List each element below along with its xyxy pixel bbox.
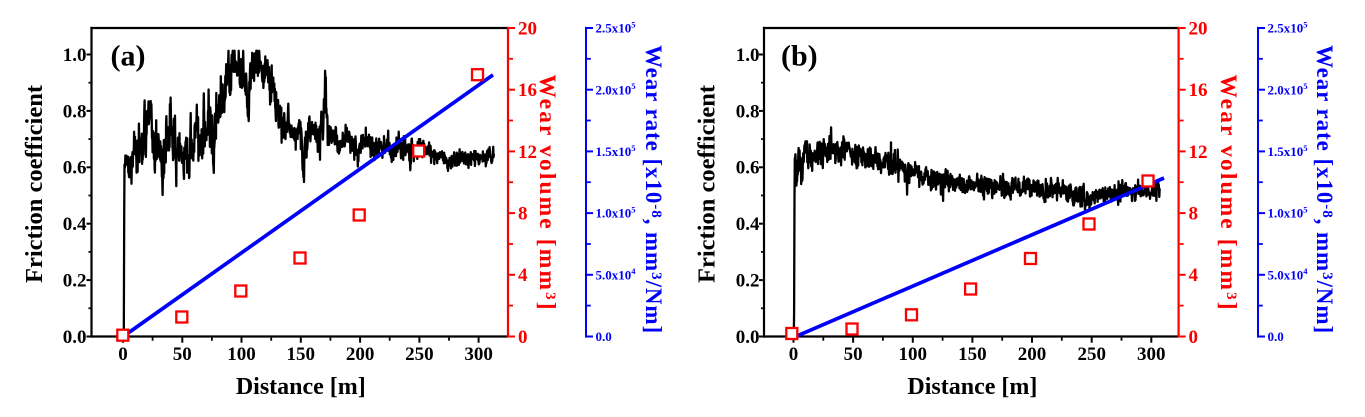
svg-text:Distance [m]: Distance [m] [907, 374, 1037, 400]
svg-text:8: 8 [1189, 204, 1199, 225]
svg-text:5.0x104: 5.0x104 [1268, 266, 1309, 282]
svg-text:1.0: 1.0 [63, 45, 87, 66]
svg-text:Wear rate [x10-8, mm3/Nm]: Wear rate [x10-8, mm3/Nm] [1312, 45, 1337, 334]
svg-text:0.0: 0.0 [596, 329, 612, 344]
svg-text:(b): (b) [781, 39, 818, 72]
svg-text:0.0: 0.0 [1268, 329, 1284, 344]
svg-text:200: 200 [346, 344, 375, 365]
svg-text:0.4: 0.4 [63, 214, 87, 235]
svg-text:150: 150 [287, 344, 316, 365]
svg-text:8: 8 [518, 204, 528, 225]
svg-text:0.2: 0.2 [736, 271, 760, 292]
svg-text:20: 20 [1189, 18, 1208, 39]
svg-text:1.0: 1.0 [736, 45, 760, 66]
svg-text:2.5x105: 2.5x105 [596, 19, 636, 35]
svg-text:Friction coefficient: Friction coefficient [694, 84, 721, 283]
svg-text:100: 100 [227, 344, 256, 365]
svg-text:100: 100 [899, 344, 928, 365]
svg-text:0.2: 0.2 [63, 271, 87, 292]
svg-text:0: 0 [518, 327, 528, 348]
svg-text:Wear volume [mm3]: Wear volume [mm3] [1215, 74, 1241, 311]
svg-text:Friction coefficient: Friction coefficient [21, 84, 48, 283]
svg-text:Wear volume [mm3]: Wear volume [mm3] [534, 74, 560, 311]
svg-text:300: 300 [1137, 344, 1166, 365]
svg-text:150: 150 [958, 344, 987, 365]
svg-text:12: 12 [1189, 142, 1208, 163]
svg-text:Wear rate [x10-8, mm3/Nm]: Wear rate [x10-8, mm3/Nm] [641, 45, 666, 334]
svg-text:16: 16 [518, 80, 537, 101]
svg-text:250: 250 [405, 344, 434, 365]
svg-text:0.0: 0.0 [736, 327, 760, 348]
svg-text:16: 16 [1189, 80, 1208, 101]
svg-text:2.0x105: 2.0x105 [596, 81, 636, 97]
svg-text:1.5x105: 1.5x105 [1268, 143, 1308, 159]
svg-text:0: 0 [1189, 327, 1199, 348]
svg-text:0.6: 0.6 [736, 158, 760, 179]
svg-text:50: 50 [173, 344, 192, 365]
svg-text:0.8: 0.8 [63, 101, 87, 122]
svg-text:0.8: 0.8 [736, 101, 760, 122]
svg-text:2.5x105: 2.5x105 [1268, 19, 1308, 35]
svg-text:1.0x105: 1.0x105 [1268, 205, 1308, 221]
svg-text:12: 12 [518, 142, 537, 163]
svg-text:50: 50 [844, 344, 863, 365]
svg-text:200: 200 [1018, 344, 1047, 365]
svg-text:Distance [m]: Distance [m] [236, 374, 366, 400]
svg-text:300: 300 [464, 344, 493, 365]
svg-text:4: 4 [1189, 265, 1199, 286]
svg-text:0: 0 [118, 344, 128, 365]
svg-text:4: 4 [518, 265, 528, 286]
svg-text:0: 0 [789, 344, 799, 365]
svg-text:0.0: 0.0 [63, 327, 87, 348]
svg-text:250: 250 [1077, 344, 1106, 365]
svg-text:(a): (a) [111, 39, 146, 72]
svg-text:0.6: 0.6 [63, 158, 87, 179]
svg-text:0.4: 0.4 [736, 214, 760, 235]
svg-text:1.0x105: 1.0x105 [596, 205, 636, 221]
svg-text:1.5x105: 1.5x105 [596, 143, 636, 159]
svg-text:2.0x105: 2.0x105 [1268, 81, 1308, 97]
svg-text:20: 20 [518, 18, 537, 39]
svg-text:5.0x104: 5.0x104 [596, 266, 637, 282]
